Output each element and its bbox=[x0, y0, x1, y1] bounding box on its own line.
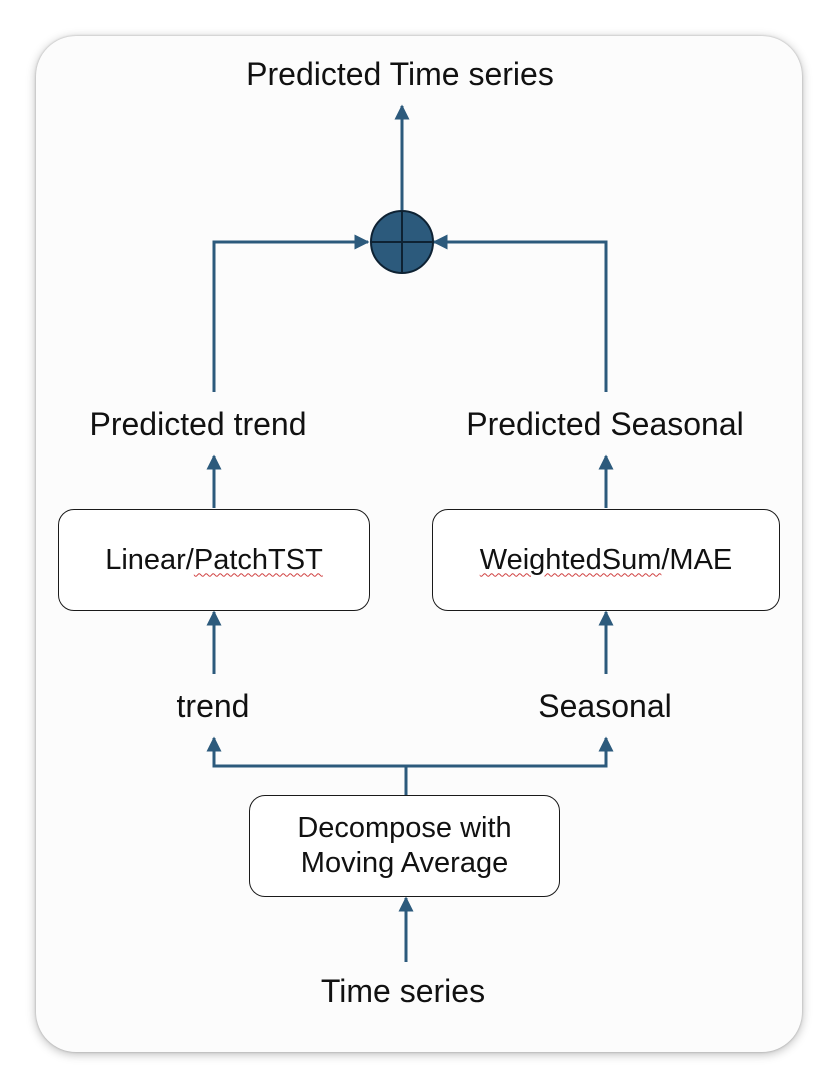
arrow-decompose-to-seasonal bbox=[406, 736, 614, 768]
input-label: Time series bbox=[320, 973, 486, 1009]
trend-model-name: PatchTST bbox=[193, 543, 323, 576]
trend-model-prefix: Linear/ bbox=[105, 543, 194, 576]
trend-label: trend bbox=[176, 688, 250, 724]
seasonal-model-box: WeightedSum/MAE bbox=[432, 509, 780, 611]
decompose-line-1: Decompose with bbox=[297, 812, 512, 845]
arrow-predicted-seasonal-to-sum bbox=[432, 234, 608, 392]
arrow-predicted-trend-to-sum bbox=[212, 234, 370, 392]
decompose-box: Decompose with Moving Average bbox=[249, 795, 560, 897]
predicted-seasonal-label: Predicted Seasonal bbox=[466, 406, 744, 442]
seasonal-model-label: WeightedSum/MAE bbox=[480, 543, 733, 578]
seasonal-label: Seasonal bbox=[538, 688, 672, 724]
decompose-line-2: Moving Average bbox=[300, 847, 509, 879]
output-label: Predicted Time series bbox=[246, 56, 554, 92]
trend-model-label: Linear/PatchTST bbox=[105, 543, 323, 578]
trend-model-box: Linear/PatchTST bbox=[58, 509, 370, 611]
plus-circle-icon bbox=[370, 210, 434, 274]
seasonal-model-suffix: /MAE bbox=[661, 543, 733, 576]
arrow-decompose-to-trend bbox=[206, 736, 406, 768]
seasonal-model-name: WeightedSum bbox=[479, 543, 662, 576]
predicted-trend-label: Predicted trend bbox=[89, 406, 307, 442]
